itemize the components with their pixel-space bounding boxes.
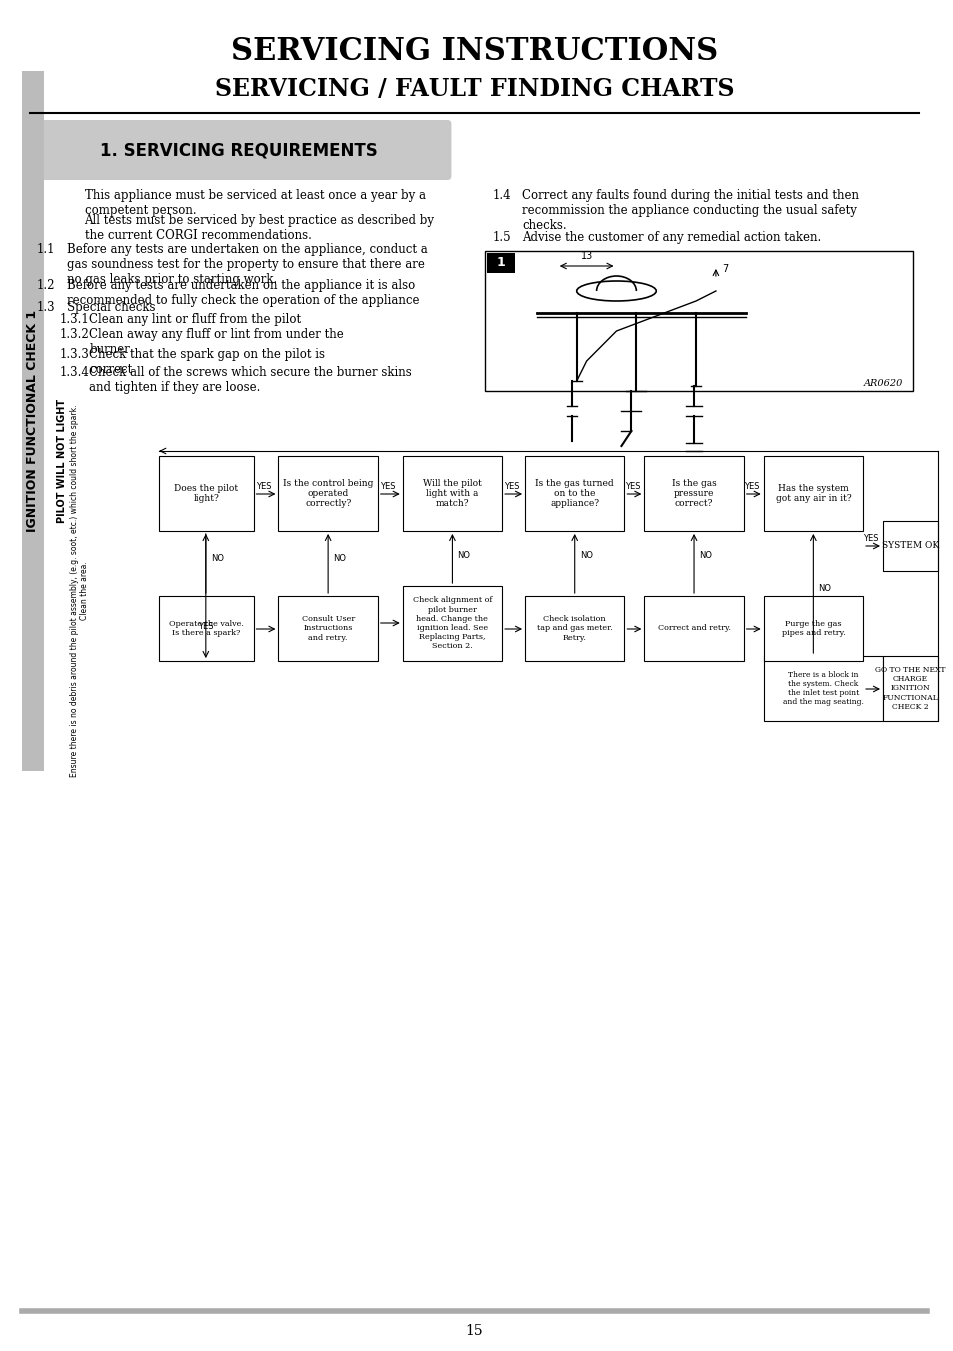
Text: YES: YES <box>504 482 519 490</box>
Text: There is a block in
the system. Check
the inlet test point
and the mag seating.: There is a block in the system. Check th… <box>782 670 862 707</box>
Text: Is the gas
pressure
correct?: Is the gas pressure correct? <box>671 478 716 508</box>
Text: Correct any faults found during the initial tests and then
recommission the appl: Correct any faults found during the init… <box>521 189 858 232</box>
Text: Operate the valve.
Is there a spark?: Operate the valve. Is there a spark? <box>169 620 244 638</box>
Text: Is the gas turned
on to the
appliance?: Is the gas turned on to the appliance? <box>535 478 614 508</box>
Text: Ensure there is no debris around the pilot assembly, (e.g. soot, etc.) which cou: Ensure there is no debris around the pil… <box>70 405 90 777</box>
Text: Check that the spark gap on the pilot is
correct: Check that the spark gap on the pilot is… <box>90 349 325 376</box>
Text: YES: YES <box>198 621 213 631</box>
Text: 1.3.2: 1.3.2 <box>60 328 90 340</box>
Text: Clean away any fluff or lint from under the
burner: Clean away any fluff or lint from under … <box>90 328 344 357</box>
Text: GO TO THE NEXT
CHARGE
IGNITION
FUNCTIONAL
CHECK 2: GO TO THE NEXT CHARGE IGNITION FUNCTIONA… <box>874 666 944 711</box>
Text: YES: YES <box>862 534 878 543</box>
Text: 15: 15 <box>465 1324 482 1337</box>
Text: All tests must be serviced by best practice as described by
the current CORGI re: All tests must be serviced by best pract… <box>85 213 434 242</box>
Text: YES: YES <box>743 482 759 490</box>
Text: YES: YES <box>379 482 395 490</box>
Bar <box>643 457 743 531</box>
Text: Special checks: Special checks <box>67 301 155 313</box>
Text: IGNITION FUNCTIONAL CHECK 1: IGNITION FUNCTIONAL CHECK 1 <box>27 309 39 532</box>
Text: 1: 1 <box>497 257 505 269</box>
Text: Purge the gas
pipes and retry.: Purge the gas pipes and retry. <box>781 620 844 638</box>
FancyBboxPatch shape <box>26 120 451 180</box>
Ellipse shape <box>577 281 656 301</box>
Text: Is the control being
operated
correctly?: Is the control being operated correctly? <box>283 478 373 508</box>
Text: 1.3.1: 1.3.1 <box>60 313 90 326</box>
Text: SYSTEM OK: SYSTEM OK <box>881 542 938 550</box>
Bar <box>762 596 862 661</box>
Bar <box>882 657 937 721</box>
Text: 1.2: 1.2 <box>37 280 55 292</box>
Text: 13: 13 <box>580 251 592 261</box>
Text: AR0620: AR0620 <box>862 380 902 388</box>
Text: NO: NO <box>579 551 592 561</box>
Text: NO: NO <box>818 584 830 593</box>
Bar <box>22 72 44 771</box>
Text: 1.3: 1.3 <box>37 301 55 313</box>
Text: Consult User
Instructions
and retry.: Consult User Instructions and retry. <box>301 615 355 642</box>
Bar <box>278 457 377 531</box>
Bar <box>524 457 624 531</box>
Text: YES: YES <box>255 482 271 490</box>
Bar <box>762 657 882 721</box>
Text: NO: NO <box>333 554 346 563</box>
Text: Clean any lint or fluff from the pilot: Clean any lint or fluff from the pilot <box>90 313 301 326</box>
Text: Before any tests are undertaken on the appliance it is also
recommended to fully: Before any tests are undertaken on the a… <box>67 280 418 307</box>
Bar <box>159 596 253 661</box>
Text: PILOT WILL NOT LIGHT: PILOT WILL NOT LIGHT <box>56 399 67 523</box>
Text: SERVICING INSTRUCTIONS: SERVICING INSTRUCTIONS <box>231 35 718 66</box>
Text: Has the system
got any air in it?: Has the system got any air in it? <box>775 484 850 503</box>
Text: Check all of the screws which secure the burner skins
and tighten if they are lo: Check all of the screws which secure the… <box>90 366 412 394</box>
Bar <box>159 457 253 531</box>
Text: NO: NO <box>456 551 470 561</box>
Text: 1. SERVICING REQUIREMENTS: 1. SERVICING REQUIREMENTS <box>100 141 377 159</box>
Text: Does the pilot
light?: Does the pilot light? <box>174 484 238 503</box>
Text: This appliance must be serviced at least once a year by a
competent person.: This appliance must be serviced at least… <box>85 189 425 218</box>
Bar <box>402 457 501 531</box>
Text: 1.5: 1.5 <box>492 231 510 245</box>
Text: Check alignment of
pilot burner
head. Change the
ignition lead. See
Replacing Pa: Check alignment of pilot burner head. Ch… <box>413 597 492 650</box>
Text: Will the pilot
light with a
match?: Will the pilot light with a match? <box>422 478 481 508</box>
Bar <box>402 586 501 661</box>
Text: Before any tests are undertaken on the appliance, conduct a
gas soundness test f: Before any tests are undertaken on the a… <box>67 243 427 286</box>
Bar <box>485 251 912 390</box>
Bar <box>762 457 862 531</box>
Text: Correct and retry.: Correct and retry. <box>657 624 730 632</box>
Text: 1.1: 1.1 <box>37 243 55 255</box>
Text: NO: NO <box>699 551 711 561</box>
Text: NO: NO <box>211 554 224 563</box>
Text: SERVICING / FAULT FINDING CHARTS: SERVICING / FAULT FINDING CHARTS <box>214 77 733 101</box>
Bar <box>643 596 743 661</box>
Bar <box>882 521 937 571</box>
Bar <box>278 596 377 661</box>
Text: Check isolation
tap and gas meter.
Retry.: Check isolation tap and gas meter. Retry… <box>537 615 612 642</box>
Bar <box>487 253 515 273</box>
Text: YES: YES <box>624 482 639 490</box>
Text: 1.4: 1.4 <box>492 189 510 203</box>
Bar <box>524 596 624 661</box>
Text: 1.3.4: 1.3.4 <box>60 366 90 380</box>
Text: Advise the customer of any remedial action taken.: Advise the customer of any remedial acti… <box>521 231 821 245</box>
Text: 1.3.3: 1.3.3 <box>60 349 90 361</box>
Text: 7: 7 <box>721 263 727 274</box>
